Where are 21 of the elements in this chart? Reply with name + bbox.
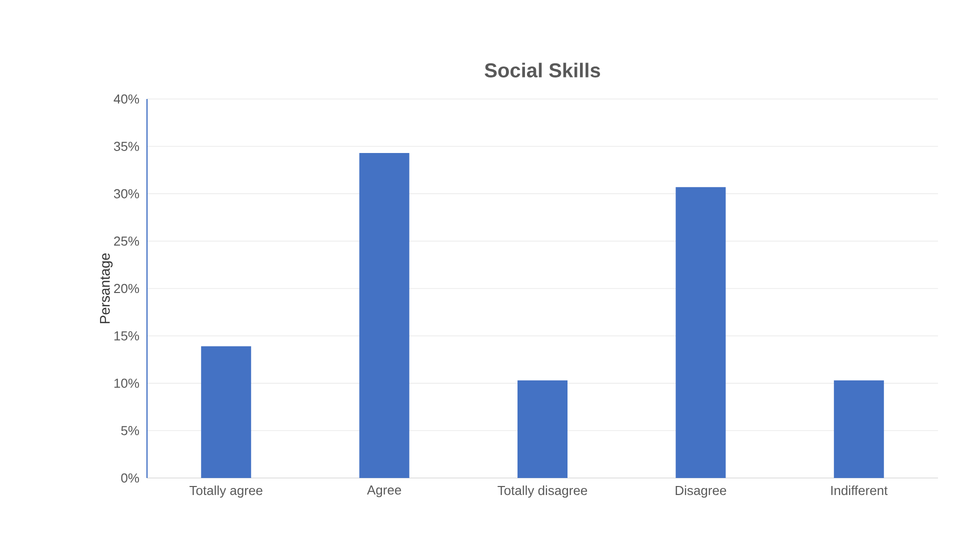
x-tick-label: Agree <box>366 486 402 498</box>
y-tick-label: 35% <box>114 142 140 151</box>
y-tick-label: 30% <box>114 189 140 198</box>
x-tick-label: Totally agree <box>190 486 262 498</box>
bar <box>834 380 884 478</box>
y-tick-label: 15% <box>114 331 140 340</box>
bar <box>201 346 252 478</box>
chart-title: Social Skills <box>484 62 600 78</box>
y-tick-label: 25% <box>114 236 140 246</box>
x-tick-label: Disagree <box>676 486 726 498</box>
bar <box>518 380 568 478</box>
y-tick-label: 10% <box>114 378 140 388</box>
y-axis-title: Persantage <box>100 253 113 324</box>
y-tick-label: 5% <box>121 426 140 436</box>
x-tick-label: Indifferent <box>831 486 888 496</box>
x-tick-label: Totally disagree <box>498 486 588 498</box>
bar <box>676 187 726 478</box>
y-tick-label: 20% <box>114 284 140 294</box>
y-tick-label: 0% <box>121 473 140 483</box>
bar <box>359 153 410 478</box>
y-tick-label: 40% <box>114 94 140 104</box>
